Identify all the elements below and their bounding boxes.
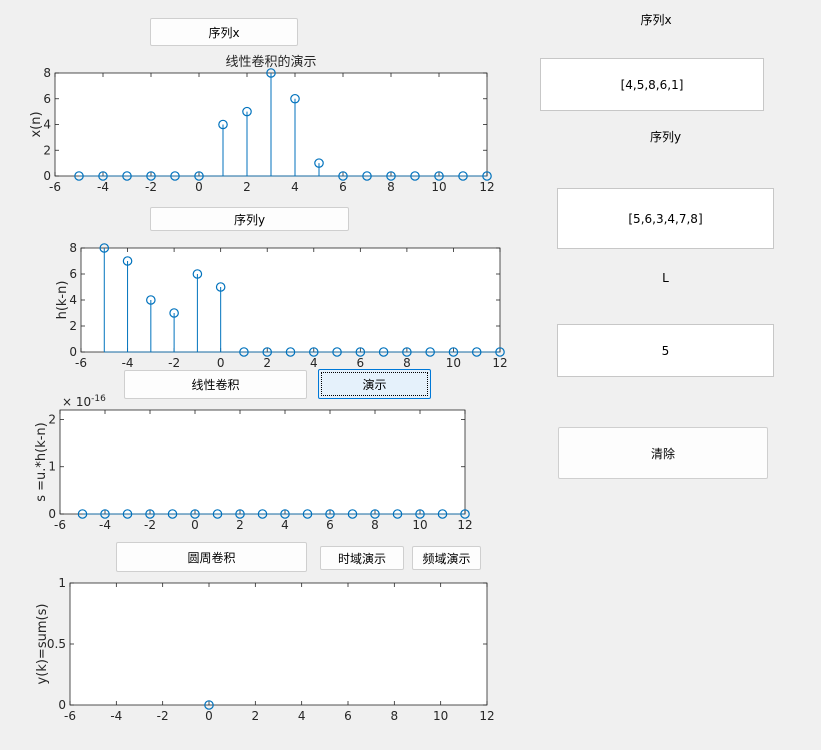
x-tick-label: 4: [298, 709, 306, 723]
y-tick-label: 0: [69, 345, 77, 359]
x-tick-label: 6: [357, 356, 365, 370]
x-tick-label: -6: [49, 180, 61, 194]
x-tick-label: 0: [191, 518, 199, 532]
x-tick-label: 6: [339, 180, 347, 194]
x-tick-label: 4: [281, 518, 289, 532]
y-tick-label: 1: [58, 576, 66, 590]
stem-marker: [290, 93, 300, 104]
y-tick-label: 4: [69, 293, 77, 307]
x-tick-label: 8: [403, 356, 411, 370]
y-tick-label: 0: [58, 698, 66, 712]
x-tick-label: 6: [326, 518, 334, 532]
stem-marker: [169, 308, 179, 318]
x-tick-label: 10: [446, 356, 461, 370]
x-tick-label: 8: [371, 518, 379, 532]
x-tick-label: 0: [195, 180, 203, 194]
plot-h-k-n: -6 -4 -2 0 2 4 6 8 10 12 0 2 4 6 8 h(k-n): [55, 241, 508, 370]
y-tick-label: 8: [69, 241, 77, 255]
x-tick-label: 2: [243, 180, 251, 194]
y-tick-label: 4: [43, 118, 51, 132]
stem-marker: [146, 295, 156, 305]
seq-x-field[interactable]: [4,5,8,6,1]: [540, 58, 764, 111]
y-tick-label: 0: [43, 169, 51, 183]
y-axis-label: x(n): [29, 111, 44, 137]
x-tick-label: 12: [492, 356, 507, 370]
x-tick-label: 12: [479, 709, 494, 723]
y-tick-label: 0: [48, 507, 56, 521]
x-tick-label: -2: [144, 518, 156, 532]
x-tick-label: 0: [217, 356, 225, 370]
y-tick-label: 2: [48, 412, 56, 426]
x-tick-label: -4: [99, 518, 111, 532]
x-tick-label: 2: [252, 709, 260, 723]
y-tick-label: 8: [43, 66, 51, 80]
x-tick-label: 10: [412, 518, 427, 532]
plot-area: [69, 582, 488, 706]
x-tick-label: 10: [431, 180, 446, 194]
x-tick-label: -4: [110, 709, 122, 723]
demo-button[interactable]: 演示: [318, 369, 431, 399]
seq-y-button[interactable]: 序列y: [150, 207, 349, 231]
circular-conv-button[interactable]: 圆周卷积: [116, 542, 307, 572]
y-tick-label: 0.5: [47, 637, 66, 651]
plot-y-k: -6 -4 -2 0 2 4 6 8 10 12 0 0.5 1 y(k)=sum(s): [35, 576, 495, 723]
stem-marker: [99, 243, 110, 253]
y-tick-label: 6: [43, 92, 51, 106]
x-tick-label: -2: [145, 180, 157, 194]
plot-area: [80, 247, 501, 353]
x-tick-label: 6: [344, 709, 352, 723]
x-tick-label: 8: [387, 180, 395, 194]
stem-marker: [215, 282, 226, 292]
seq-y-field[interactable]: [5,6,3,4,7,8]: [557, 188, 774, 249]
x-tick-label: 12: [479, 180, 494, 194]
x-tick-label: 4: [291, 180, 299, 194]
stem-marker: [314, 158, 324, 168]
plot-title: 线性卷积的演示: [225, 54, 316, 70]
x-tick-label: 2: [236, 518, 244, 532]
y-tick-label: 2: [69, 319, 77, 333]
plot-area: [59, 409, 466, 515]
y-axis-label: y(k)=sum(s): [35, 604, 50, 685]
y-axis-label: h(k-n): [55, 281, 70, 320]
y-tick-label: 2: [43, 143, 51, 157]
x-tick-label: -2: [168, 356, 180, 370]
stem-marker: [218, 119, 228, 130]
clear-button[interactable]: 清除: [558, 427, 768, 479]
x-tick-label: -6: [64, 709, 76, 723]
y-axis-label: s =u.*h(k-n): [34, 422, 49, 502]
y-tick-label: 6: [69, 267, 77, 281]
y-tick-label: 1: [48, 460, 56, 474]
x-tick-label: -4: [122, 356, 134, 370]
x-tick-label: 10: [433, 709, 448, 723]
x-tick-label: -6: [75, 356, 87, 370]
L-label: L: [662, 271, 669, 285]
stem-marker: [192, 269, 203, 279]
x-tick-label: 2: [263, 356, 271, 370]
x-tick-label: 4: [310, 356, 318, 370]
time-demo-button[interactable]: 时域演示: [320, 546, 404, 570]
seq-x-label: 序列x: [640, 13, 672, 27]
x-tick-label: -2: [157, 709, 169, 723]
seq-y-label: 序列y: [649, 130, 682, 144]
stem-marker: [204, 700, 214, 710]
x-tick-label: 12: [457, 518, 472, 532]
stem-marker: [242, 106, 252, 117]
freq-demo-button[interactable]: 频域演示: [412, 546, 481, 570]
x-tick-label: 0: [205, 709, 213, 723]
stem-marker: [122, 256, 133, 266]
x-tick-label: 8: [391, 709, 399, 723]
stem-marker: [266, 68, 276, 78]
L-field[interactable]: 5: [557, 324, 774, 377]
exponent-label: × 10-16: [62, 394, 106, 409]
plot-x-n: -6 -4 -2 0 2 4 6 8 10 12 0 2 4 6 8 x(n) 线性卷积的演示: [29, 54, 495, 194]
linear-conv-button[interactable]: 线性卷积: [124, 370, 307, 399]
x-tick-label: -6: [54, 518, 66, 532]
x-tick-label: -4: [97, 180, 109, 194]
seq-x-button[interactable]: 序列x: [150, 18, 298, 46]
